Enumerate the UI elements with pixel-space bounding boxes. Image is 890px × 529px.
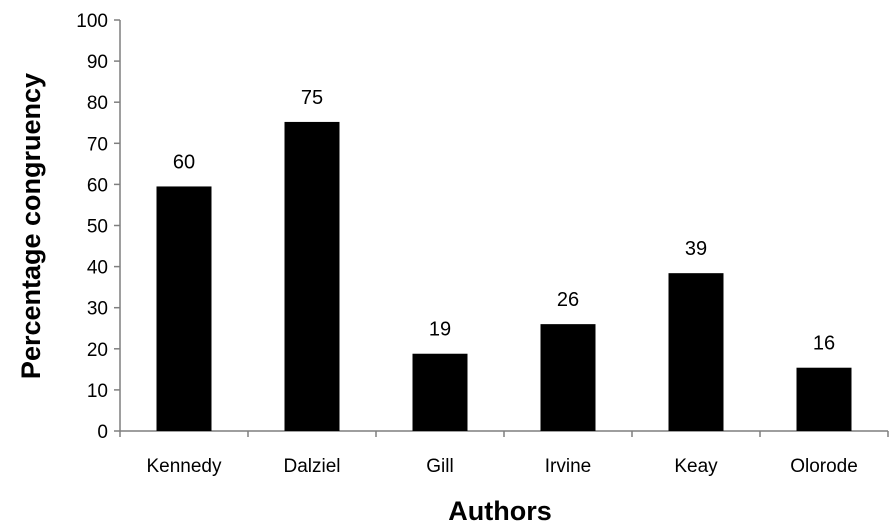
y-tick-label: 80 (87, 93, 108, 114)
x-axis-title: Authors (448, 496, 552, 526)
data-label: 16 (813, 333, 835, 355)
y-tick-label: 100 (76, 11, 108, 32)
data-label: 60 (173, 151, 195, 173)
y-tick-label: 90 (87, 52, 108, 73)
bar-keay (668, 273, 724, 431)
bars (156, 121, 852, 431)
x-tick-label: Dalziel (283, 456, 340, 477)
data-label: 75 (301, 87, 323, 109)
x-tick-label: Gill (426, 456, 453, 477)
x-tick-label: Keay (674, 456, 718, 477)
y-axis-title: Percentage congruency (16, 73, 46, 379)
y-tick-label: 0 (97, 422, 108, 443)
x-tick-label: Irvine (545, 456, 591, 477)
x-axis: Kennedy Dalziel Gill Irvine Keay Olorode (119, 430, 889, 477)
y-tick-label: 40 (87, 258, 108, 279)
x-tick-label: Kennedy (146, 456, 222, 477)
data-label: 26 (557, 289, 579, 311)
data-labels: 60 75 19 26 39 16 (173, 87, 835, 355)
y-tick-label: 10 (87, 381, 108, 402)
bar-dalziel (284, 121, 340, 431)
y-tick-label: 70 (87, 134, 108, 155)
y-tick-label: 60 (87, 175, 108, 196)
y-tick-label: 50 (87, 217, 108, 238)
y-axis: 0 10 20 30 40 50 60 70 80 90 100 (76, 11, 121, 443)
data-label: 19 (429, 319, 451, 341)
y-tick-label: 30 (87, 299, 108, 320)
bar-gill (412, 353, 468, 431)
y-tick-label: 20 (87, 340, 108, 361)
bar-olorode (796, 367, 852, 431)
bar-kennedy (156, 186, 212, 431)
data-label: 39 (685, 238, 707, 260)
x-tick-label: Olorode (790, 456, 858, 477)
bar-irvine (540, 324, 596, 431)
